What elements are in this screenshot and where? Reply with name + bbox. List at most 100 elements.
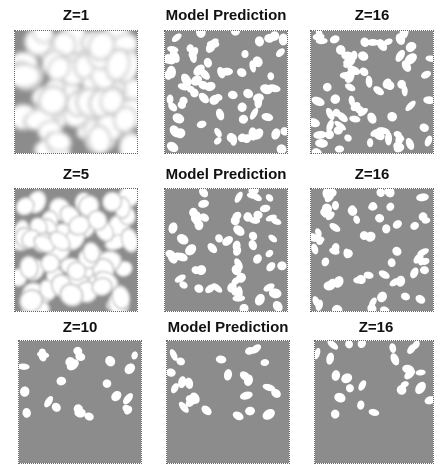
nucleus bbox=[207, 243, 218, 254]
nucleus bbox=[215, 355, 227, 364]
nucleus bbox=[230, 215, 240, 226]
nucleus bbox=[84, 412, 94, 421]
nucleus bbox=[262, 408, 275, 420]
nucleus bbox=[277, 261, 287, 271]
nucleus bbox=[331, 243, 340, 253]
panel-title-r3c3: Z=16 bbox=[358, 319, 394, 336]
nucleus bbox=[248, 189, 259, 195]
nucleus bbox=[315, 139, 328, 148]
nucleus bbox=[400, 381, 409, 388]
nucleus bbox=[165, 70, 172, 80]
nucleus bbox=[102, 379, 112, 388]
nucleus bbox=[344, 83, 356, 92]
nucleus bbox=[51, 232, 69, 250]
nucleus bbox=[89, 211, 106, 229]
nucleus bbox=[196, 265, 207, 276]
nucleus bbox=[366, 138, 374, 148]
image-panel-r3c2 bbox=[166, 340, 290, 464]
nucleus bbox=[326, 119, 334, 133]
nucleus bbox=[421, 217, 431, 224]
nucleus bbox=[349, 115, 361, 123]
nucleus bbox=[232, 411, 244, 421]
nucleus bbox=[311, 243, 319, 255]
nucleus bbox=[70, 217, 89, 234]
nucleus bbox=[215, 234, 223, 243]
panel-title-r1c1: Z=1 bbox=[62, 7, 90, 24]
nucleus bbox=[49, 58, 69, 79]
nucleus bbox=[271, 388, 281, 398]
nucleus bbox=[198, 80, 209, 90]
nucleus bbox=[278, 33, 287, 46]
microscopy-image bbox=[19, 341, 141, 463]
nucleus bbox=[253, 210, 263, 220]
nucleus bbox=[266, 262, 276, 272]
image-panel-r1c1 bbox=[14, 30, 138, 154]
nucleus bbox=[198, 92, 209, 104]
nucleus bbox=[17, 198, 33, 214]
nucleus bbox=[425, 55, 433, 62]
nucleus bbox=[47, 133, 70, 151]
nucleus bbox=[343, 248, 350, 259]
nucleus bbox=[169, 125, 181, 138]
nucleus bbox=[214, 137, 222, 145]
nucleus bbox=[419, 266, 429, 275]
nucleus bbox=[315, 235, 325, 243]
nucleus bbox=[199, 213, 209, 222]
nucleus bbox=[21, 291, 42, 311]
nucleus bbox=[54, 33, 75, 55]
nucleus bbox=[263, 283, 275, 292]
panel-title-r1c2: Model Prediction bbox=[165, 7, 287, 24]
nucleus bbox=[280, 127, 287, 136]
nucleus bbox=[190, 392, 200, 404]
nucleus bbox=[193, 64, 205, 76]
nucleus bbox=[366, 38, 380, 46]
nucleus bbox=[262, 383, 276, 392]
nucleus bbox=[19, 363, 30, 370]
nucleus bbox=[176, 357, 186, 366]
nucleus bbox=[367, 112, 377, 124]
nucleus bbox=[186, 85, 195, 93]
microscopy-image bbox=[15, 31, 137, 153]
microscopy-image bbox=[165, 189, 287, 311]
nucleus bbox=[386, 202, 395, 211]
nucleus bbox=[243, 88, 254, 99]
nucleus bbox=[177, 100, 187, 109]
nucleus bbox=[234, 191, 243, 203]
nucleus bbox=[166, 94, 174, 105]
nucleus bbox=[178, 401, 189, 413]
nucleus bbox=[405, 137, 415, 150]
nucleus bbox=[400, 292, 410, 301]
nucleus bbox=[120, 80, 137, 99]
nucleus bbox=[387, 258, 396, 268]
nucleus bbox=[410, 267, 419, 279]
nucleus bbox=[253, 93, 264, 103]
image-panel-r2c2 bbox=[164, 188, 288, 312]
nucleus bbox=[245, 406, 255, 416]
nucleus bbox=[35, 236, 54, 252]
nucleus bbox=[357, 51, 369, 61]
nucleus bbox=[174, 274, 186, 283]
nucleus bbox=[22, 408, 31, 418]
nucleus bbox=[214, 127, 222, 138]
nucleus bbox=[115, 108, 136, 131]
nucleus bbox=[392, 220, 402, 229]
panel-title-r2c3: Z=16 bbox=[354, 166, 390, 183]
nucleus bbox=[21, 257, 37, 278]
nucleus bbox=[248, 231, 258, 241]
nucleus bbox=[236, 272, 246, 283]
nucleus bbox=[358, 380, 367, 391]
nucleus bbox=[171, 33, 182, 43]
nucleus bbox=[329, 35, 340, 44]
nucleus bbox=[354, 105, 365, 115]
nucleus bbox=[196, 120, 207, 129]
nucleus bbox=[44, 395, 54, 408]
nucleus bbox=[185, 244, 197, 256]
nucleus bbox=[325, 107, 335, 121]
nucleus bbox=[331, 370, 341, 381]
nucleus bbox=[331, 200, 339, 211]
nucleus bbox=[382, 78, 392, 89]
nucleus bbox=[167, 368, 176, 377]
nucleus bbox=[360, 37, 370, 47]
nucleus bbox=[276, 144, 287, 153]
